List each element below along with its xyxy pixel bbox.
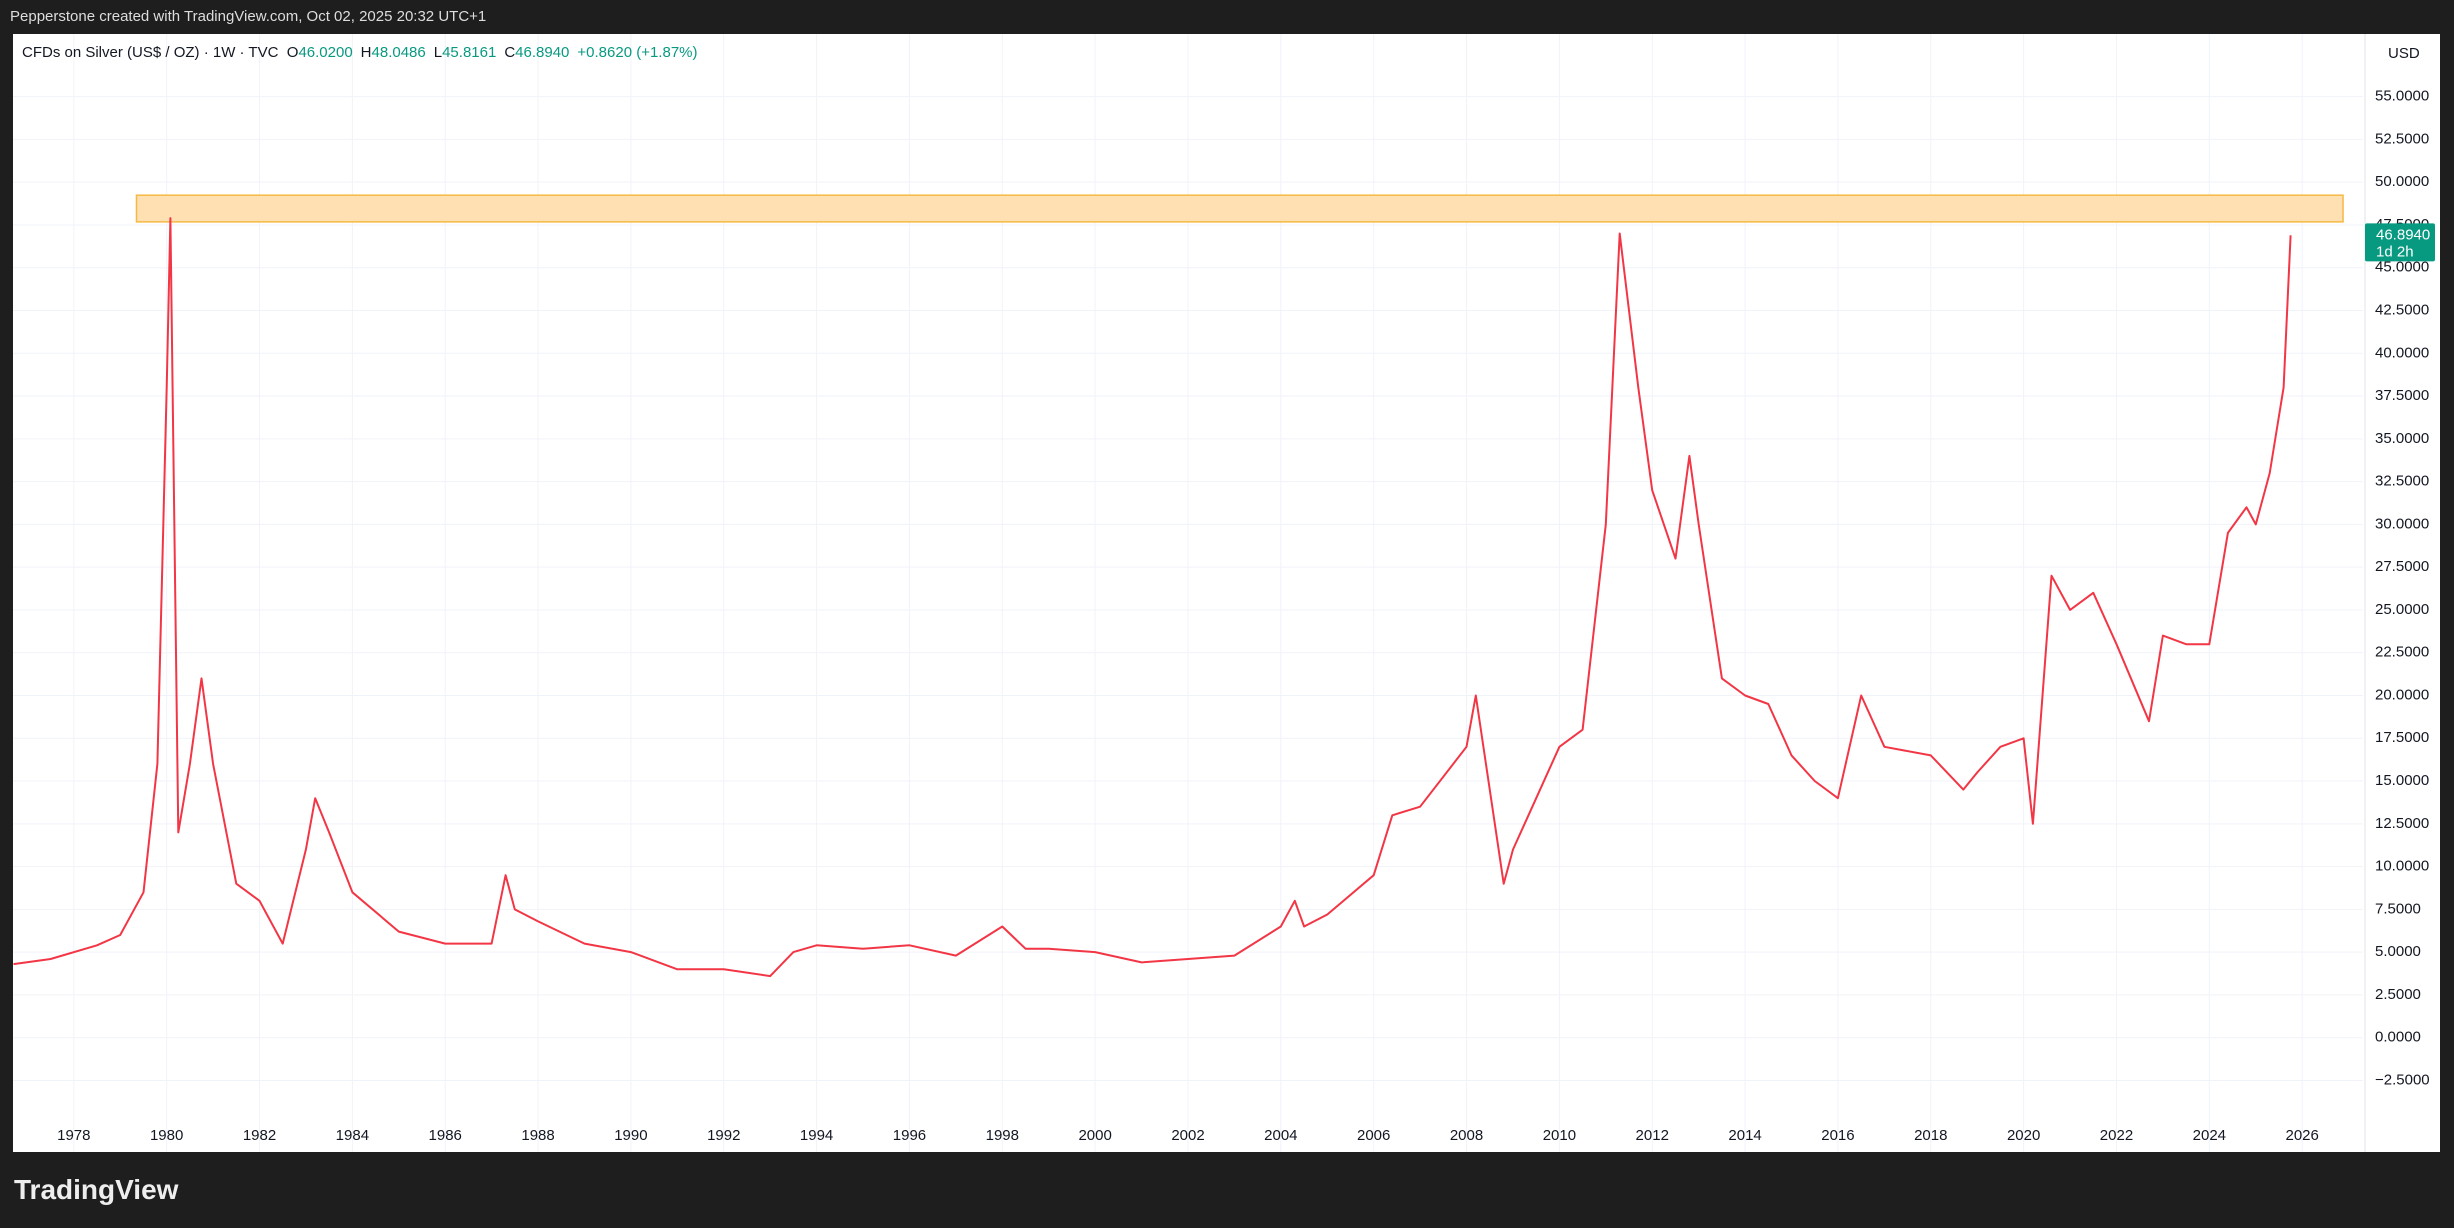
y-tick-label: 5.0000 [2375,943,2421,960]
x-tick-label: 2002 [1171,1127,1204,1144]
x-tick-label: 1986 [429,1127,462,1144]
y-tick-label: 7.5000 [2375,900,2421,917]
last-price-badge [2365,223,2435,262]
change: +0.8620 (+1.87%) [577,44,698,61]
x-tick-label: 1990 [614,1127,647,1144]
y-tick-label: 12.5000 [2375,815,2429,832]
y-tick-label: 50.0000 [2375,173,2429,190]
x-tick-label: 2008 [1450,1127,1483,1144]
y-tick-label: 2.5000 [2375,986,2421,1003]
ohlc-label: L [433,44,443,61]
y-tick-label: 32.5000 [2375,473,2429,490]
x-tick-label: 2012 [1636,1127,1669,1144]
y-tick-label: 55.0000 [2375,88,2429,105]
y-tick-label: 37.5000 [2375,387,2429,404]
x-tick-label: 2004 [1264,1127,1297,1144]
y-tick-label: 40.0000 [2375,344,2429,361]
ohlc-value: 46.8940 [515,44,570,61]
x-tick-label: 2006 [1357,1127,1390,1144]
ohlc-value: 46.0200 [298,44,353,61]
ohlc-value: 48.0486 [371,44,426,61]
price-line [13,217,2292,978]
x-tick-label: 2014 [1728,1127,1761,1144]
y-tick-label: 10.0000 [2375,858,2429,875]
x-tick-label: 1980 [150,1127,183,1144]
x-tick-label: 2024 [2193,1127,2226,1144]
x-tick-label: 2018 [1914,1127,1947,1144]
x-tick-label: 2010 [1543,1127,1576,1144]
y-tick-label: 0.0000 [2375,1029,2421,1046]
x-tick-label: 2026 [2285,1127,2318,1144]
ohlc-label: H [360,44,372,61]
x-tick-label: 2022 [2100,1127,2133,1144]
y-tick-label: 30.0000 [2375,515,2429,532]
y-tick-label: −2.5000 [2375,1071,2430,1088]
y-tick-label: 52.5000 [2375,130,2429,147]
ohlc-label: O [286,44,299,61]
x-tick-label: 1994 [800,1127,833,1144]
last-price-label: 46.8940 [2376,226,2430,243]
ohlc-value: 45.8161 [442,44,497,61]
header: Pepperstone created with TradingView.com… [10,8,487,25]
y-tick-label: 45.0000 [2375,259,2429,276]
x-tick-label: 2000 [1078,1127,1111,1144]
x-tick-label: 1998 [986,1127,1019,1144]
x-tick-label: 1988 [521,1127,554,1144]
countdown: 1d 2h [2376,243,2414,260]
y-tick-label: 22.5000 [2375,644,2429,661]
logo: TradingView [14,1174,179,1205]
x-tick-label: 2020 [2007,1127,2040,1144]
y-tick-label: 17.5000 [2375,729,2429,746]
ohlc-label: C [504,44,516,61]
y-tick-label: 15.0000 [2375,772,2429,789]
zone [135,194,2344,223]
x-tick-label: 1984 [336,1127,369,1144]
x-tick-label: 1978 [57,1127,90,1144]
ohlc: O46.0200 H48.0486 L45.8161 C46.8940 [287,44,578,61]
x-tick-label: 1996 [893,1127,926,1144]
y-tick-label: 25.0000 [2375,601,2429,618]
x-tick-label: 2016 [1821,1127,1854,1144]
y-tick-label: 42.5000 [2375,301,2429,318]
x-tick-label: 1992 [707,1127,740,1144]
y-tick-label: 35.0000 [2375,430,2429,447]
symbol: CFDs on Silver (US$ / OZ) · 1W · TVC [22,44,279,61]
legend: CFDs on Silver (US$ / OZ) · 1W · TVC O46… [22,44,706,61]
y-tick-label: 27.5000 [2375,558,2429,575]
y-tick-label: 20.0000 [2375,686,2429,703]
currency: USD [2388,45,2420,62]
x-tick-label: 1982 [243,1127,276,1144]
